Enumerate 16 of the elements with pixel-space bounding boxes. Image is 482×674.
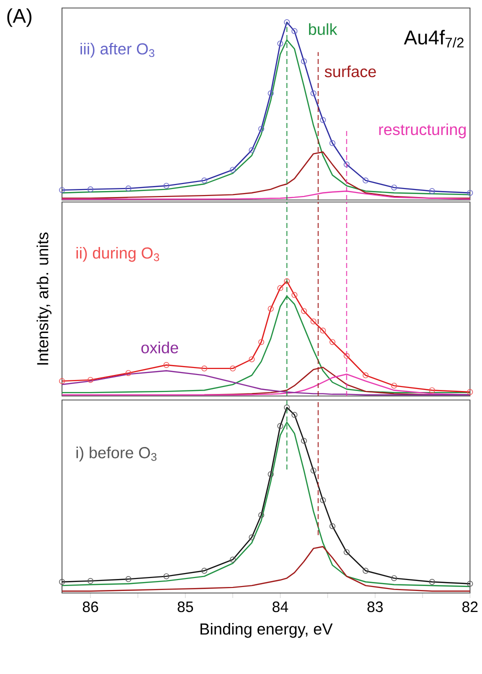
x-tick-label: 85 bbox=[178, 602, 194, 612]
text: restructuring bbox=[379, 123, 466, 138]
x-axis-title: Binding energy, eV bbox=[200, 622, 333, 638]
y-axis-title: Intensity, arb. units bbox=[36, 232, 52, 365]
x-tick-label: 84 bbox=[272, 602, 288, 612]
x-tick-label: 82 bbox=[462, 602, 478, 612]
text: iii) after O$_{3}$ bbox=[80, 42, 154, 58]
text: surface bbox=[324, 66, 376, 78]
annotation: Au4f$_{7/2}$ bbox=[404, 30, 464, 48]
text: (A) bbox=[7, 8, 32, 27]
x-tick-label: 83 bbox=[367, 602, 383, 612]
text: ii) during O$_{3}$ bbox=[76, 246, 160, 262]
series-label: bulk bbox=[309, 23, 338, 35]
x-tick-label: 86 bbox=[82, 602, 98, 612]
text: i) before O$_{3}$ bbox=[76, 446, 156, 462]
series-label: oxide bbox=[141, 342, 178, 354]
